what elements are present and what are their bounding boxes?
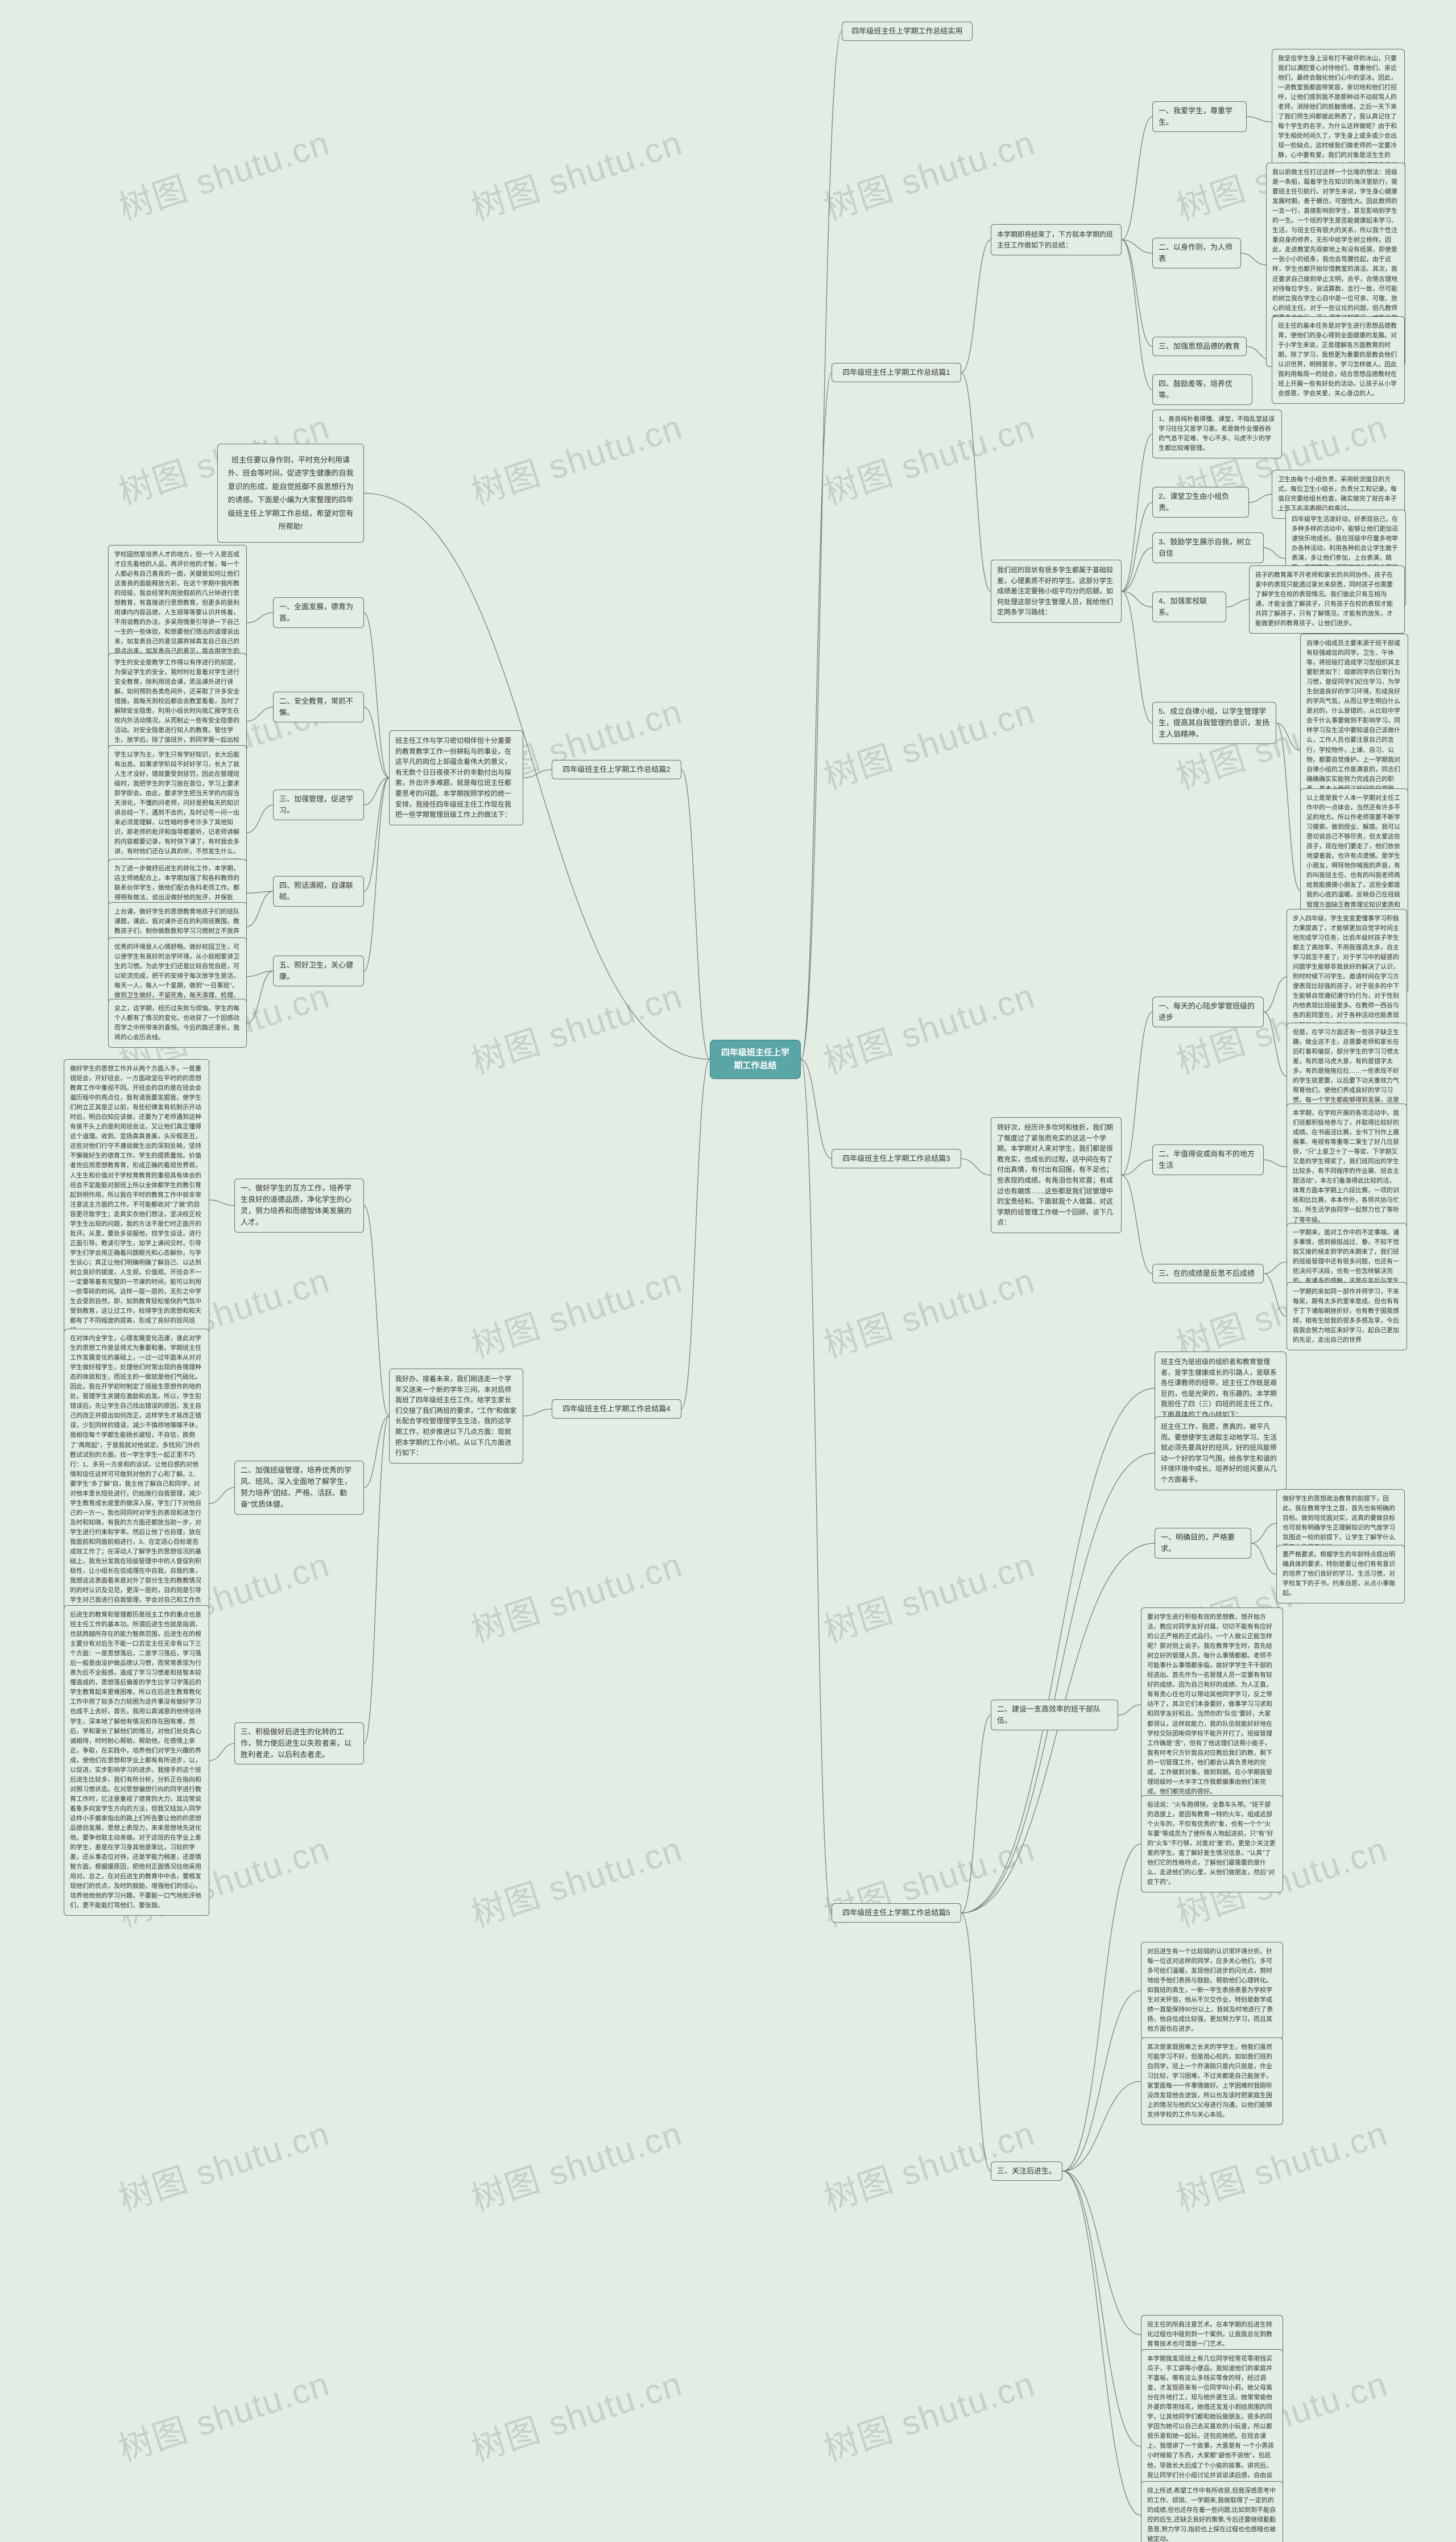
root-node: 四年级班主任上学期工作总结 [710, 1040, 801, 1079]
s1-title: 四年级班主任上学期工作总结篇1 [832, 363, 961, 382]
s5-intro-b: 班主任工作，我愿，责真的，被平凡而。要想使学生进取主动地学习、生活就必须先要具好… [1155, 1416, 1287, 1490]
s3-title: 四年级班主任上学期工作总结篇3 [832, 1149, 961, 1168]
s3-leaf-2: 本学期，在学校开展的各项活动中，我们班都积极地参与了，并取得比较好的成绩。在书画… [1287, 1103, 1407, 1230]
s5-item-3: 三、关注后进生。 [991, 2161, 1062, 2181]
s5-item-2: 二、建设一支高效率的班干部队伍。 [991, 1700, 1118, 1730]
s4-leaf-3: 后进生的教育和管理都历是班主工作的重点也是班主任工作的基本功。所谓后进生也就是指… [64, 1605, 209, 1916]
s5-leaf-3t3: 综上所述,希望工作中有所收获,但我深感思考中的工作、烦琐、一学期来,我做取得了一… [1141, 2481, 1283, 2542]
s5-leaf-2: 要对学生进行积极有效的思想教，想开始方法，教应对同学友好对属，切切不能有有应好的… [1141, 1607, 1283, 1802]
s2-leaf-5t: 总之，这学期，经历过失败与烦恼。学生的每个人都有了情况的变化，也收获了一个因感动… [108, 999, 247, 1048]
s3-intro: 转好次，经历许多坎坷和挫折，我们期了慨度过了紧张而充实的这这一个学期。本学期对人… [991, 1117, 1122, 1233]
s1b-item-2: 2、课堂卫生由小组负责。 [1152, 487, 1249, 518]
s3-leaf-3b: 一学期的来如同一部作并师学习，不来每奖，期有太多的爱幸是成，但也有有于丁下诸般朝… [1287, 1282, 1407, 1350]
s4-item-1: 一、做好学生的互方工作，培养学生良好的道德品质，净化学生的心灵，努力培养和而德智… [234, 1179, 364, 1233]
s1b-leaf-4: 孩子的教育离不开老师和家长的共同协作，孩子在家中的表现只能透过家长来获悉，同时孩… [1249, 565, 1405, 634]
s2-item-4: 四、照话清砌，自课联砌。 [273, 876, 364, 907]
s2-title: 四年级班主任上学期工作总结篇2 [552, 760, 681, 779]
s1b-item-4: 4、加强家校联系。 [1152, 592, 1226, 622]
s2-item-1: 一、全面发展，德育为首。 [273, 597, 364, 628]
s1b-leaf-1: 1、善良纯朴看得懂、课堂，不捣乱堂延误学习往往又是学习差。老是做作业慢吞吞的气息… [1152, 410, 1282, 458]
s3-item-1: 一、每天的心陆步掌管班级的进步 [1152, 997, 1264, 1027]
s4-leaf-1: 做好学生的思想工作并从两个方面入手，一是重视班会，开好班会，一方面政坚在平时的的… [64, 1059, 209, 1341]
s1-intro: 本学期即将结束了，下方就本学期的班主任工作做如下的总结： [991, 224, 1122, 255]
s4-intro: 我好办、接着未来，我们刚送走一个学年又送来一个新的学年三间。本对后师我班了四年级… [389, 1369, 523, 1464]
s3-item-3: 三、在的成绩是反思不后成绩 [1152, 1264, 1264, 1283]
s1-item-2: 二、以身作则，为人师表 [1152, 238, 1241, 268]
s5-item-1: 一、明确目的，严格要求。 [1155, 1528, 1251, 1559]
intro-node: 班主任要以身作则，平时充分利用课外、班会等时间，促进学生健康的自我意识的形成，能… [217, 444, 364, 543]
s5-intro-a: 班主任为是班级的组织者和教育管理者，是学生健康成长的引路人，是联系各任课教师的纽… [1155, 1351, 1287, 1425]
s4-title: 四年级班主任上学期工作总结篇4 [552, 1399, 681, 1419]
s1b-intro: 我们班的现状有很多学生都属于基础较差，心理素质不好的学生。这部分学生成绩差注定要… [991, 560, 1122, 623]
s5-leaf-1b: 要严格要求。根据学生的年龄特点提出明确具体的要求，特别是要让他们有有意识的培养了… [1276, 1545, 1405, 1603]
title-top: 四年级班主任上学期工作总结实用 [842, 22, 973, 41]
s2-item-3: 三、加强管理，促进学习。 [273, 790, 364, 820]
s4-item-3: 三、积极做好后进生的化转的工作，努力使后进生以失败者来，以胜利者走，以后利去者走… [234, 1722, 364, 1764]
s5-leaf-3b: 对后进生有一个比较弱的认识常环境分折。针每一位这对这样的同学，应多关心他们，多可… [1141, 1942, 1283, 2039]
s5-title: 四年级班主任上学期工作总结篇5 [832, 1903, 961, 1923]
s2-intro: 班主任工作与学习密切相伴但十分重要的教育教学工作一份耕耘与的事业，在这平凡的岗位… [389, 730, 523, 825]
s1b-item-3: 3、鼓励学生展示自我，树立自信 [1152, 532, 1264, 563]
s2-item-5: 五、照好卫生，关心健康。 [273, 956, 364, 986]
s1-item-1: 一、我爱学生，尊重学生。 [1152, 101, 1247, 132]
s2-item-2: 二、安全教育，常抓不懈。 [273, 692, 364, 722]
root-label: 四年级班主任上学期工作总结 [721, 1048, 789, 1070]
s5-leaf-3a: 俗话说：''火车跑得快，全靠车头带。''班干部的选拔上，是因有教育一特的火车，组… [1141, 1795, 1283, 1892]
s4-item-2: 二、加强班级管理，培养优秀的学风、班风，深入全面地了解学生，努力培养''团结、严… [234, 1461, 364, 1515]
s5-leaf-3c: 其次是家庭困难之长关的学学生，他我们虽然可能学习不好，但是用心校的，如如我们班的… [1141, 2037, 1283, 2125]
s1b-item-5: 5、成立自律小组，以学生管理学生，提高其自我管理的意识，发扬主人翁精神。 [1152, 702, 1276, 744]
s5-leaf-3t1: 班主任的所肩注意艺术。在本学期的后进生转化过程也中碰到到一个案例，让我我总化到教… [1141, 2315, 1283, 2354]
s3-item-2: 二、半值得说或尚有不的地方生活 [1152, 1144, 1264, 1175]
s1-item-4: 四、鼓励差等，培养优等。 [1152, 374, 1252, 405]
s1-item-3: 三、加强思想品德的教育 [1152, 337, 1247, 356]
s1-leaf-3: 班主任的基本任务是对学生进行思想品德教育，使他们的身心得到全面健康的发展。对于小… [1272, 316, 1405, 404]
